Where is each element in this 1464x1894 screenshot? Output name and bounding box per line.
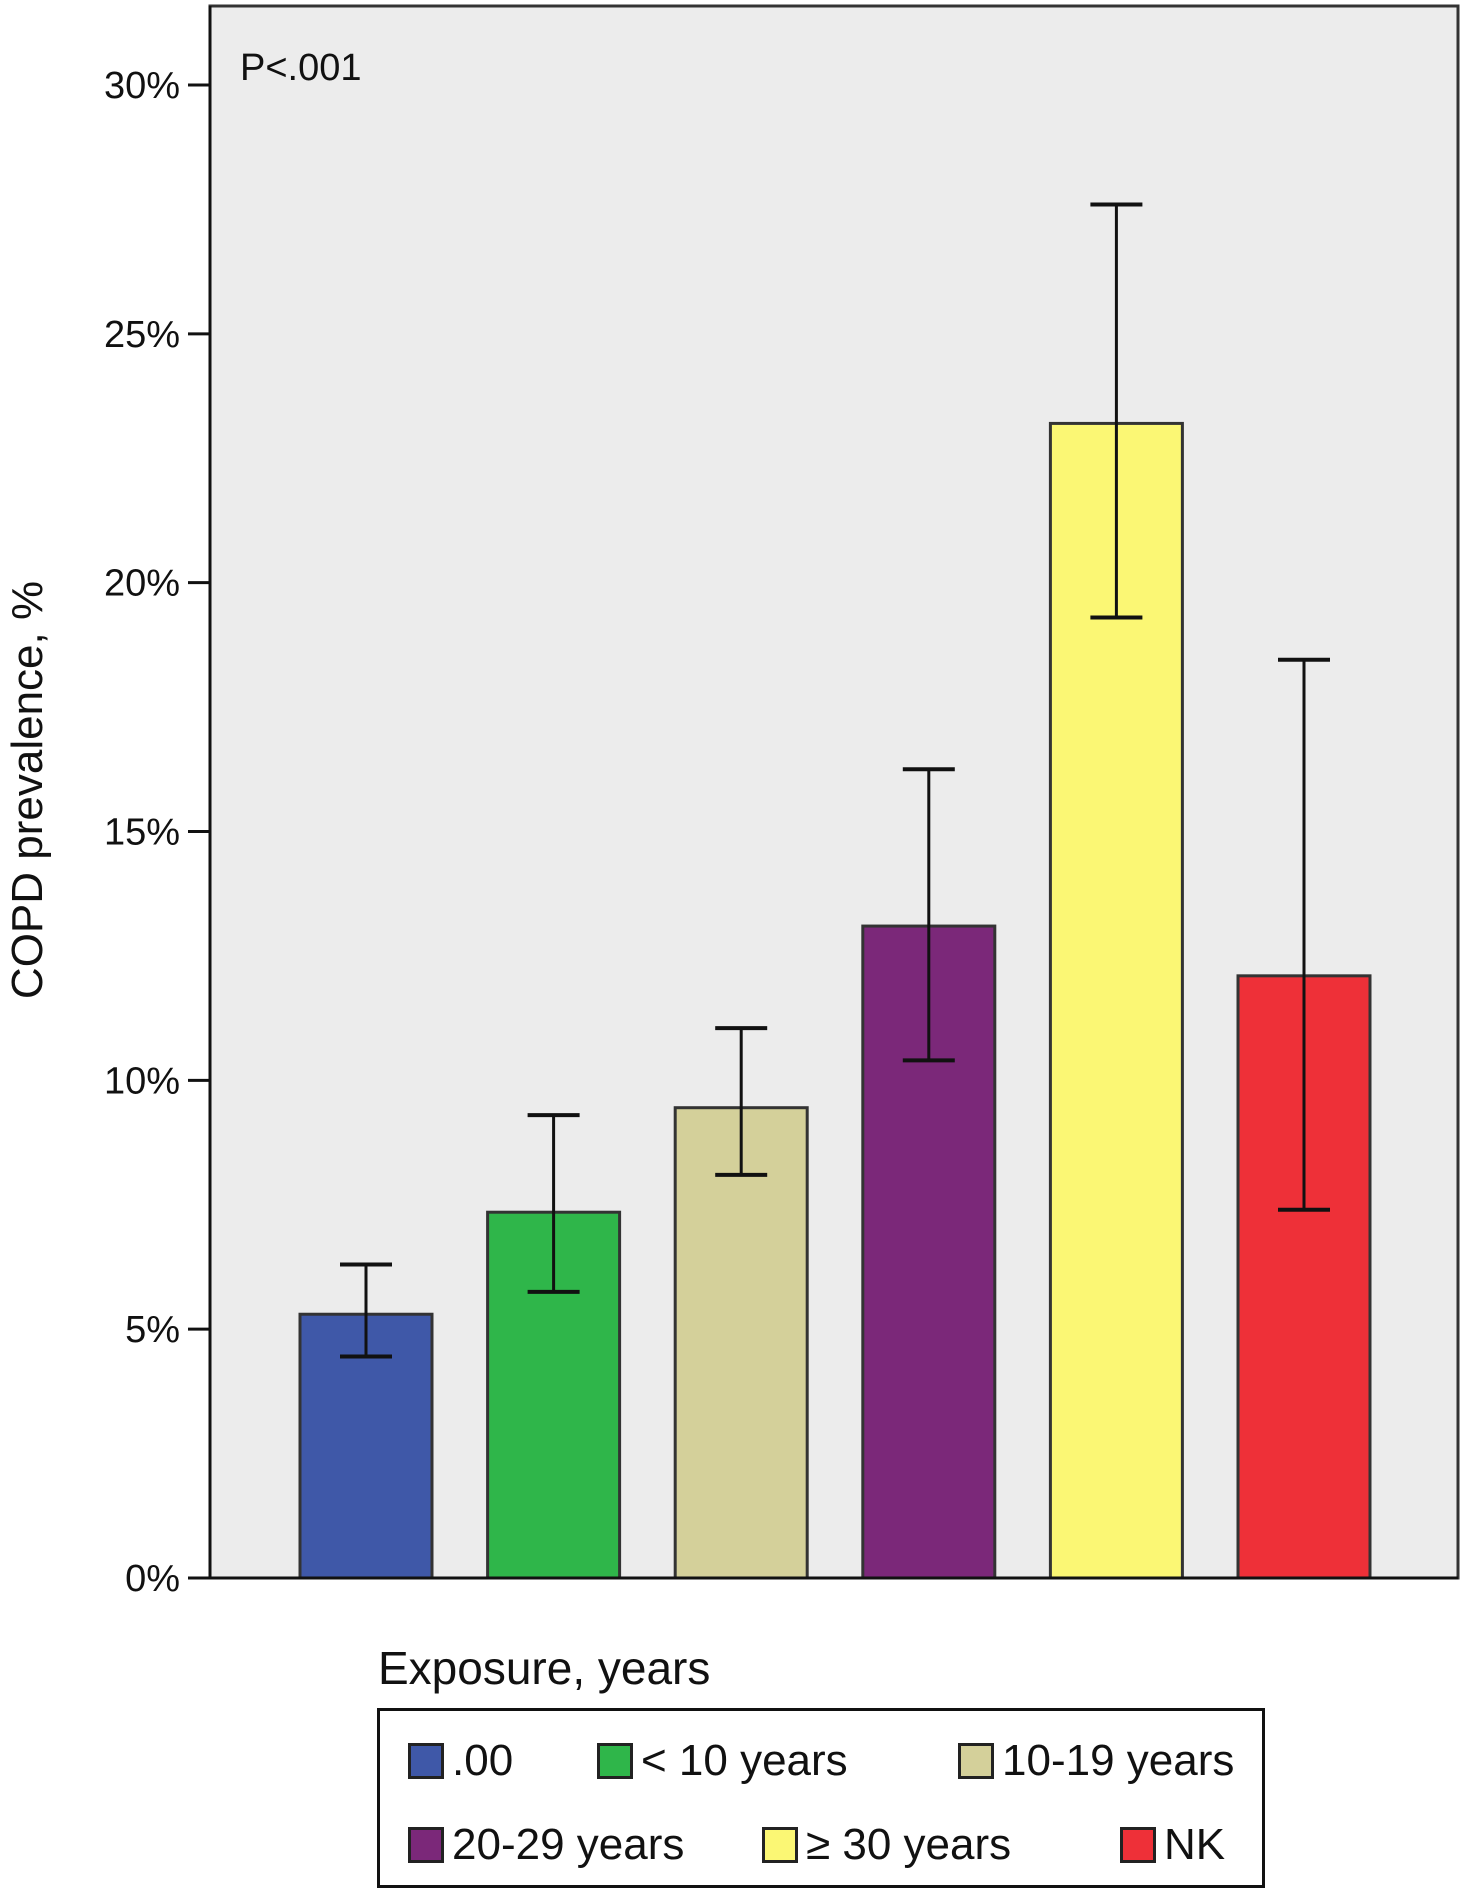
chart-plot: 0% 5% 10% 15% 20% 25% 30% P<.001 COPD prevalen…: [3, 4, 1460, 1600]
legend: .00 < 10 years 10-19 years 20-29 years ≥ 30 …: [377, 1708, 1265, 1888]
y-tick-label: 30%: [104, 65, 180, 107]
p-value-annotation: P<.001: [240, 47, 362, 89]
legend-item: < 10 years: [597, 1733, 848, 1789]
legend-label: 20-29 years: [452, 1820, 685, 1869]
legend-title: Exposure, years: [378, 1642, 711, 1694]
legend-label: NK: [1164, 1820, 1226, 1869]
legend-label: < 10 years: [641, 1736, 848, 1785]
legend-swatch: [762, 1827, 798, 1863]
legend-swatch: [597, 1743, 633, 1779]
legend-item: ≥ 30 years: [762, 1817, 1011, 1873]
legend-label: .00: [452, 1736, 514, 1785]
legend-swatch: [958, 1743, 994, 1779]
legend-item: NK: [1120, 1817, 1225, 1873]
y-tick-label: 5%: [125, 1309, 180, 1351]
y-tick-label: 25%: [104, 314, 180, 356]
legend-swatch: [408, 1743, 444, 1779]
y-tick-label: 0%: [125, 1558, 180, 1600]
legend-item: 20-29 years: [408, 1817, 684, 1873]
bar: [673, 1106, 809, 1580]
y-tick-label: 20%: [104, 563, 180, 605]
legend-item: .00: [408, 1733, 513, 1789]
legend-label: 10-19 years: [1002, 1736, 1235, 1785]
y-tick-label: 15%: [104, 812, 180, 854]
y-tick-label: 10%: [104, 1060, 180, 1102]
legend-swatch: [408, 1827, 444, 1863]
y-axis-title: COPD prevalence, %: [3, 581, 52, 999]
legend-label: ≥ 30 years: [806, 1820, 1012, 1869]
legend-swatch: [1120, 1827, 1156, 1863]
legend-item: 10-19 years: [958, 1733, 1234, 1789]
